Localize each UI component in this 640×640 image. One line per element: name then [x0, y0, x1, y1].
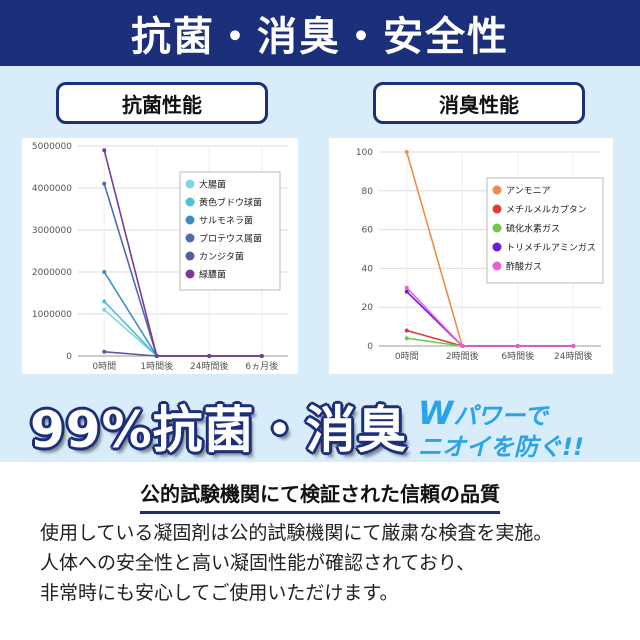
data-point: [515, 344, 520, 348]
data-point: [571, 344, 576, 348]
y-tick-label: 20: [362, 303, 374, 313]
legend-swatch: [492, 261, 502, 271]
w-letter: W: [418, 394, 454, 432]
x-tick-label: 2時間後: [446, 350, 479, 362]
data-point: [259, 354, 264, 358]
y-tick-label: 5000000: [32, 142, 72, 152]
legend-swatch: [185, 215, 195, 225]
deodorant-chart: 0 20 40 60 80 100 0時間 2時間後 6時間後 24時間後 アンモニアメチルメルカプ…: [356, 148, 604, 362]
power-line1: パワーで: [453, 402, 548, 430]
legend-label: 硫化水素ガス: [506, 223, 560, 235]
data-point: [102, 307, 107, 312]
x-tick-label: 0時間: [395, 351, 419, 362]
y-tick-label: 80: [362, 187, 374, 197]
data-point: [154, 354, 159, 358]
x-tick-label: 6時間後: [501, 350, 534, 362]
body-line: 使用している凝固剤は公的試験機関にて厳粛な検査を実施。: [40, 522, 553, 544]
legend-label: プロテウス属菌: [199, 233, 262, 245]
legend-label: アンモニア: [506, 187, 551, 197]
y-tick-label: 1000000: [32, 310, 72, 320]
series-line: [103, 309, 262, 357]
header-bar: 抗菌・消臭・安全性: [0, 0, 640, 66]
body-line: 非常時にも安心してご使用いただけます。: [40, 582, 399, 604]
y-tick-label: 40: [362, 264, 374, 274]
legend-label: カンジタ菌: [199, 251, 244, 263]
legend-swatch: [185, 197, 195, 207]
data-point: [102, 148, 107, 153]
legend-box: [179, 171, 281, 291]
quality-subheading: 公的試験機関にて検証された信頼の品質: [0, 478, 640, 514]
series-line: [406, 287, 574, 347]
data-point: [460, 344, 465, 348]
legend-swatch: [492, 242, 502, 252]
x-tick-label: 6ヵ月後: [245, 360, 278, 372]
x-tick-label: 1時間後: [140, 360, 173, 372]
y-tick-label: 3000000: [32, 226, 72, 236]
quality-subheading-text: 公的試験機関にて検証された信頼の品質: [140, 478, 500, 514]
legend-box: [486, 177, 604, 284]
x-tick-label: 24時間後: [554, 350, 592, 362]
data-point: [102, 270, 107, 274]
x-tick-label: 24時間後: [190, 360, 228, 372]
data-point: [102, 181, 107, 186]
data-point: [207, 354, 212, 358]
data-point: [404, 289, 409, 294]
data-point: [102, 299, 107, 304]
legend-swatch: [185, 251, 195, 261]
data-point: [404, 150, 409, 154]
y-tick-label: 4000000: [32, 184, 72, 194]
legend-label: 黄色ブドウ球菌: [199, 197, 262, 209]
legend-swatch: [185, 233, 195, 243]
antibacterial-chart: 0 1000000 2000000 3000000 4000000 5000000 0時間 1…: [32, 142, 288, 372]
x-tick-label: 0時間: [92, 361, 116, 372]
power-tagline: Wパワーで ニオイを防ぐ!!: [418, 397, 584, 463]
data-point: [404, 285, 409, 290]
legend-label: 酢酸ガス: [506, 261, 542, 273]
data-point: [404, 336, 409, 341]
legend-swatch: [492, 185, 502, 195]
main-claim: 99%抗菌・消臭: [30, 401, 408, 459]
data-point: [404, 328, 409, 333]
y-tick-label: 0: [66, 352, 72, 362]
y-tick-label: 0: [367, 342, 373, 352]
y-tick-label: 100: [356, 148, 373, 158]
series-line: [103, 150, 262, 357]
legend-label: 大腸菌: [199, 179, 226, 191]
series-line: [406, 329, 574, 347]
page-title: 抗菌・消臭・安全性: [131, 14, 509, 60]
antibacterial-chart-box: 0 1000000 2000000 3000000 4000000 5000000 0時間 1…: [22, 138, 298, 374]
legend-swatch: [492, 204, 502, 214]
legend-label: 緑膿菌: [199, 269, 226, 281]
legend-label: トリメチルアミンガス: [506, 243, 596, 254]
body-paragraph: 使用している凝固剤は公的試験機関にて厳粛な検査を実施。 人体への安全性と高い凝固…: [40, 518, 552, 608]
power-line2: ニオイを防ぐ!!: [418, 433, 584, 461]
y-tick-label: 2000000: [32, 268, 72, 278]
legend-label: メチルメルカプタン: [506, 205, 587, 216]
antibacterial-pill: 抗菌性能: [56, 82, 268, 124]
legend-swatch: [185, 269, 195, 279]
deodorant-chart-box: 0 20 40 60 80 100 0時間 2時間後 6時間後 24時間後 アンモニアメチルメルカプ…: [329, 138, 613, 374]
legend-swatch: [185, 179, 195, 189]
legend-swatch: [492, 223, 502, 233]
series-line: [406, 337, 574, 347]
data-point: [102, 349, 107, 354]
deodorant-pill: 消臭性能: [373, 82, 585, 124]
body-line: 人体への安全性と高い凝固性能が確認されており、: [40, 552, 476, 574]
y-tick-label: 60: [362, 226, 374, 236]
legend-label: サルモネラ菌: [199, 215, 253, 227]
